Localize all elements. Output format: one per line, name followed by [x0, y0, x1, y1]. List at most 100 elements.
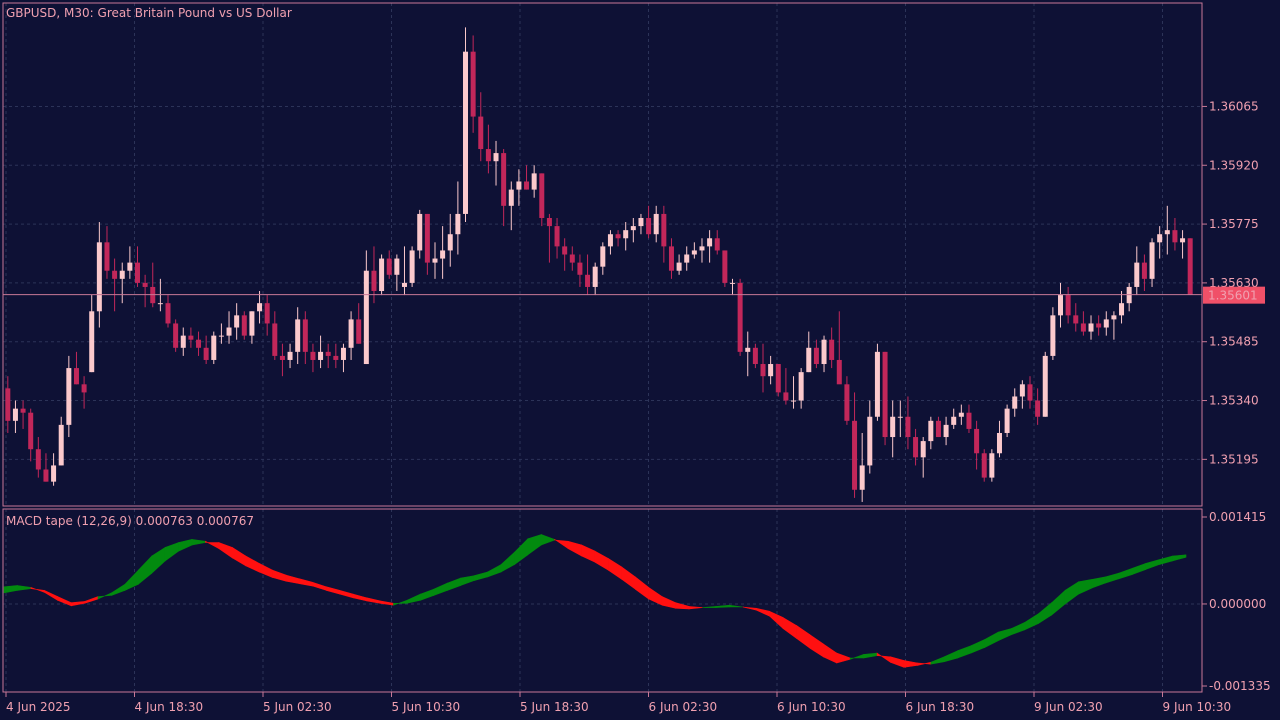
macd-tape-down-segment	[769, 610, 784, 630]
candle-body	[1027, 384, 1033, 401]
candle-body	[874, 351, 880, 417]
macd-tape-up-segment	[957, 645, 972, 659]
macd-tape-up-segment	[138, 555, 153, 585]
candle-body	[707, 238, 713, 247]
macd-tape-up-segment	[702, 606, 717, 608]
candle-body	[653, 213, 659, 235]
candle-body	[791, 400, 797, 402]
macd-tape-up-segment	[433, 582, 448, 596]
candle-body	[1035, 400, 1041, 417]
candle-body	[1004, 408, 1010, 433]
macd-tape-up-segment	[164, 542, 179, 562]
macd-tape-down-segment	[688, 606, 703, 610]
candle-body	[531, 173, 537, 190]
candle-body	[676, 262, 682, 271]
candle-body	[127, 262, 133, 271]
macd-tape-up-segment	[1091, 576, 1106, 589]
candle-body	[585, 274, 591, 287]
candle-body	[951, 416, 957, 425]
candle-body	[600, 246, 606, 267]
candle-body	[28, 412, 34, 450]
macd-tape-up-segment	[970, 639, 985, 654]
macd-tape-down-segment	[608, 557, 623, 580]
macd-tape-down-segment	[648, 586, 663, 606]
candle-body	[432, 258, 438, 263]
candle-body	[386, 258, 392, 275]
x-tick-label: 4 Jun 18:30	[135, 700, 204, 714]
candle-body	[493, 153, 499, 162]
candle-body	[218, 335, 224, 337]
y-tick-label: 1.35485	[1209, 335, 1259, 349]
macd-tape-down-segment	[742, 606, 757, 611]
macd-tape-down-segment	[70, 601, 85, 607]
candle-body	[333, 355, 339, 360]
macd-tape-up-segment	[540, 534, 556, 546]
macd-panel-frame	[2, 508, 1203, 693]
candle-body	[974, 428, 980, 454]
x-tick-label: 9 Jun 02:30	[1034, 700, 1103, 714]
candle-body	[729, 282, 735, 284]
candle-body	[447, 234, 453, 251]
candle-body	[241, 315, 247, 336]
candle-body	[920, 441, 926, 458]
macd-tape-down-segment	[339, 590, 354, 599]
x-tick-label: 5 Jun 10:30	[392, 700, 461, 714]
macd-tape-up-segment	[460, 575, 475, 586]
candle-body	[401, 282, 407, 287]
candle-body	[348, 319, 354, 348]
macd-tape-down-segment	[312, 581, 327, 591]
candle-body	[180, 335, 186, 348]
macd-tape-up-segment	[1158, 555, 1173, 565]
macd-tape-up-segment	[1105, 572, 1120, 584]
macd-tape-down-segment	[245, 555, 260, 573]
candle-body	[836, 359, 842, 385]
candle-body	[867, 416, 873, 466]
candle-body	[623, 230, 629, 239]
candle-body	[1050, 315, 1056, 356]
macd-y-tick-label: -0.001335	[1209, 679, 1271, 693]
macd-tape-up-segment	[3, 585, 18, 594]
macd-tape-up-segment	[997, 628, 1012, 642]
candle-body	[440, 250, 446, 259]
candle-body	[379, 258, 385, 292]
macd-tape-up-segment	[863, 652, 878, 659]
price-tag: 1.35601	[1203, 286, 1265, 304]
candle-body	[630, 226, 636, 231]
candle-body	[485, 149, 491, 162]
candle-body	[1187, 238, 1193, 295]
macd-tape-down-segment	[299, 578, 314, 587]
candle-body	[157, 303, 163, 305]
candle-body	[455, 213, 461, 235]
y-tick-label: 1.35630	[1209, 276, 1259, 290]
candle-body	[318, 351, 324, 360]
candle-body	[112, 270, 118, 279]
candle-body	[371, 270, 377, 292]
candle-body	[996, 432, 1002, 454]
candle-body	[798, 372, 804, 401]
macd-tape-up-segment	[446, 577, 462, 591]
candle-body	[104, 242, 110, 271]
main-panel-frame	[2, 2, 1203, 507]
candle-body	[943, 424, 949, 438]
candle-body	[234, 315, 240, 328]
y-tick-label: 1.35775	[1209, 217, 1259, 231]
macd-tape-down-segment	[43, 589, 59, 601]
candle-body	[1019, 384, 1025, 397]
macd-tape-down-segment	[567, 540, 582, 557]
macd-tape-down-segment	[30, 586, 45, 593]
macd-tape-down-segment	[205, 540, 220, 550]
candle-body	[524, 181, 530, 190]
candle-body	[1149, 242, 1155, 279]
candle-body	[310, 351, 316, 360]
candle-body	[745, 347, 751, 352]
candle-body	[768, 364, 774, 377]
candle-body	[913, 437, 919, 458]
candle-body	[1180, 238, 1186, 243]
macd-tape-up-segment	[1172, 554, 1187, 562]
candle-body	[35, 449, 41, 470]
macd-tape-up-segment	[191, 539, 206, 546]
candle-body	[134, 262, 140, 283]
x-tick-label: 9 Jun 10:30	[1163, 700, 1232, 714]
macd-y-tick-label: 0.001415	[1209, 510, 1266, 524]
